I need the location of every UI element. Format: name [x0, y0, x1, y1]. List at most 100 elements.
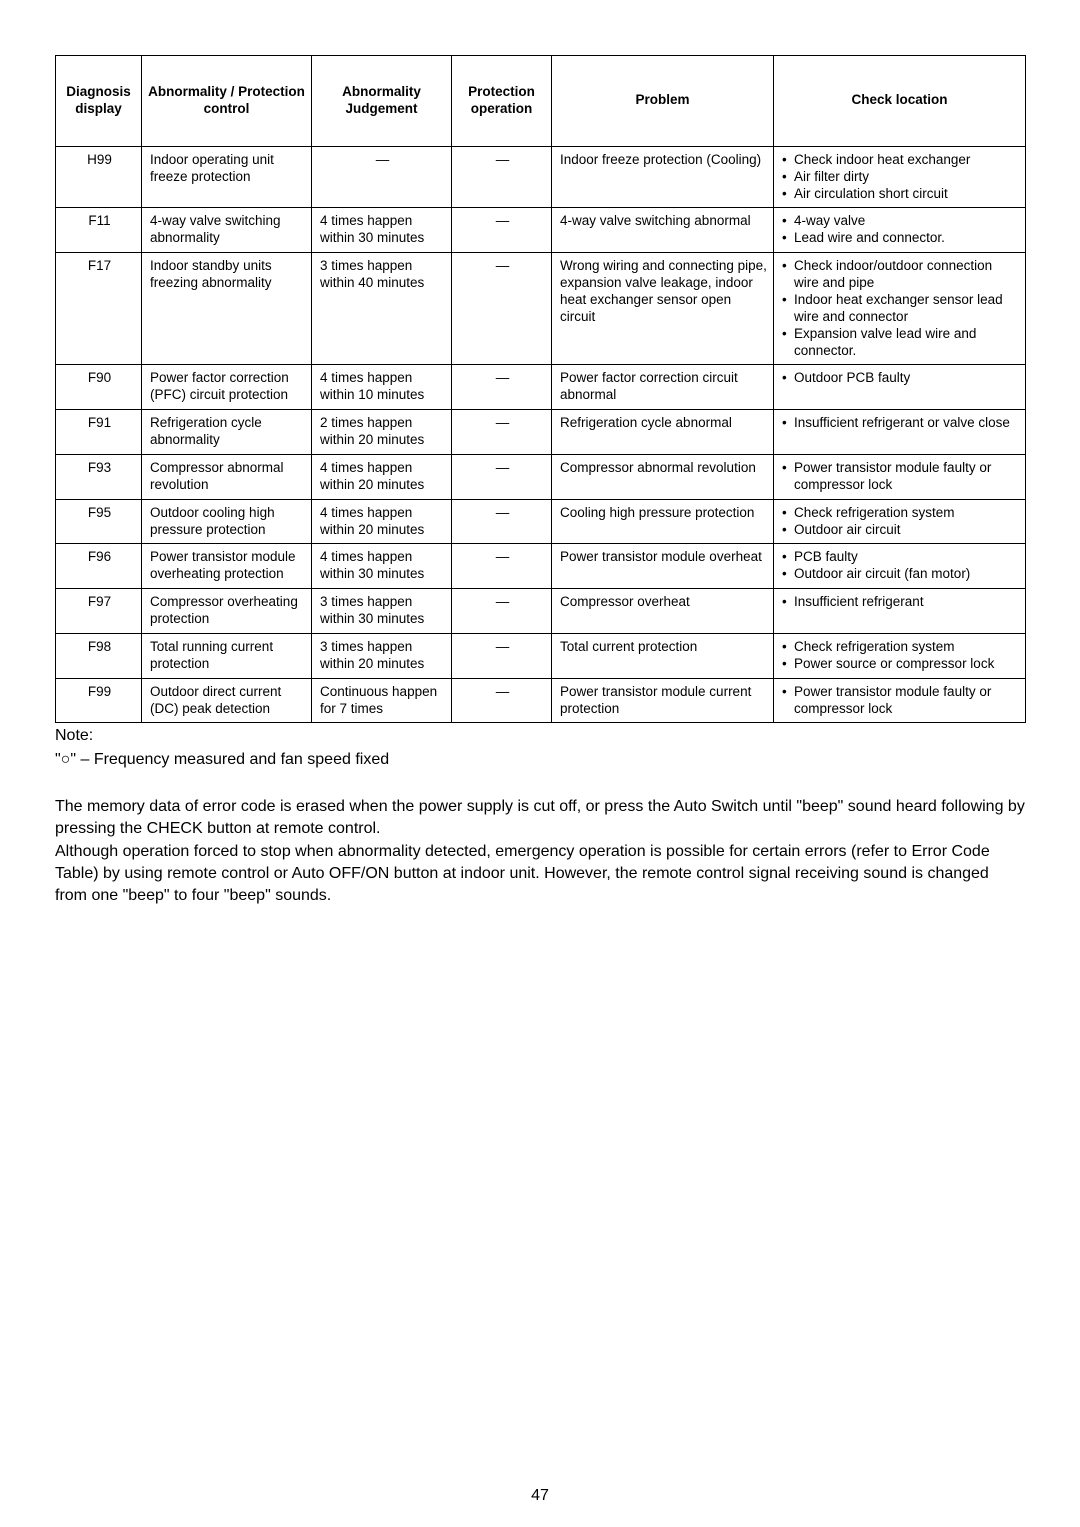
cell-diagnosis: F99 [56, 678, 142, 723]
cell-diagnosis: F91 [56, 410, 142, 455]
cell-check-location: Power transistor module faulty or compre… [774, 678, 1026, 723]
check-item: PCB faulty [794, 549, 1019, 566]
notes-line: The memory data of error code is erased … [55, 796, 1025, 839]
notes-line: Although operation forced to stop when a… [55, 841, 1025, 906]
check-item: Air filter dirty [794, 169, 1019, 186]
cell-diagnosis: F98 [56, 633, 142, 678]
cell-problem: Compressor abnormal revolution [552, 454, 774, 499]
cell-problem: Compressor overheat [552, 589, 774, 634]
notes-section: Note:"○" – Frequency measured and fan sp… [55, 725, 1025, 906]
check-item: Check indoor heat exchanger [794, 152, 1019, 169]
cell-check-location: Check indoor/outdoor connection wire and… [774, 253, 1026, 365]
cell-check-location: 4-way valveLead wire and connector. [774, 208, 1026, 253]
cell-protection: — [452, 365, 552, 410]
col-header-protection: Protection operation [452, 56, 552, 147]
check-item: Expansion valve lead wire and connector. [794, 326, 1019, 360]
cell-protection: — [452, 633, 552, 678]
cell-diagnosis: F11 [56, 208, 142, 253]
cell-problem: Refrigeration cycle abnormal [552, 410, 774, 455]
table-row: H99Indoor operating unit freeze protecti… [56, 146, 1026, 208]
table-row: F98Total running current protection3 tim… [56, 633, 1026, 678]
cell-check-location: Insufficient refrigerant or valve close [774, 410, 1026, 455]
cell-abnormality: Power factor correction (PFC) circuit pr… [142, 365, 312, 410]
table-row: F97Compressor overheating protection3 ti… [56, 589, 1026, 634]
cell-judgement: 3 times happen within 30 minutes [312, 589, 452, 634]
col-header-problem: Problem [552, 56, 774, 147]
cell-judgement: 4 times happen within 20 minutes [312, 454, 452, 499]
cell-judgement: 3 times happen within 40 minutes [312, 253, 452, 365]
cell-protection: — [452, 499, 552, 544]
cell-diagnosis: H99 [56, 146, 142, 208]
cell-abnormality: Indoor operating unit freeze protection [142, 146, 312, 208]
check-item: Air circulation short circuit [794, 186, 1019, 203]
document-page: Diagnosis display Abnormality / Protecti… [0, 0, 1080, 1527]
col-header-abnormality: Abnormality / Protection control [142, 56, 312, 147]
cell-problem: Power transistor module overheat [552, 544, 774, 589]
table-row: F91Refrigeration cycle abnormality2 time… [56, 410, 1026, 455]
cell-abnormality: Compressor abnormal revolution [142, 454, 312, 499]
cell-protection: — [452, 544, 552, 589]
page-number: 47 [0, 1487, 1080, 1505]
table-row: F99Outdoor direct current (DC) peak dete… [56, 678, 1026, 723]
cell-judgement: 4 times happen within 30 minutes [312, 544, 452, 589]
check-item: Outdoor air circuit (fan motor) [794, 566, 1019, 583]
cell-diagnosis: F95 [56, 499, 142, 544]
table-header: Diagnosis display Abnormality / Protecti… [56, 56, 1026, 147]
table-row: F95Outdoor cooling high pressure protect… [56, 499, 1026, 544]
cell-protection: — [452, 678, 552, 723]
cell-abnormality: Power transistor module overheating prot… [142, 544, 312, 589]
table-row: F90Power factor correction (PFC) circuit… [56, 365, 1026, 410]
cell-problem: Wrong wiring and connecting pipe, expans… [552, 253, 774, 365]
cell-problem: Cooling high pressure protection [552, 499, 774, 544]
cell-protection: — [452, 454, 552, 499]
cell-protection: — [452, 208, 552, 253]
check-item: Check refrigeration system [794, 639, 1019, 656]
table-row: F114-way valve switching abnormality4 ti… [56, 208, 1026, 253]
cell-judgement: 2 times happen within 20 minutes [312, 410, 452, 455]
cell-diagnosis: F93 [56, 454, 142, 499]
cell-judgement: 4 times happen within 20 minutes [312, 499, 452, 544]
table-row: F96Power transistor module overheating p… [56, 544, 1026, 589]
col-header-diagnosis: Diagnosis display [56, 56, 142, 147]
cell-check-location: Check refrigeration systemOutdoor air ci… [774, 499, 1026, 544]
check-item: Power transistor module faulty or compre… [794, 684, 1019, 718]
check-item: Outdoor PCB faulty [794, 370, 1019, 387]
table-row: F17Indoor standby units freezing abnorma… [56, 253, 1026, 365]
check-item: Insufficient refrigerant [794, 594, 1019, 611]
diagnosis-table: Diagnosis display Abnormality / Protecti… [55, 55, 1026, 723]
cell-diagnosis: F96 [56, 544, 142, 589]
cell-check-location: Outdoor PCB faulty [774, 365, 1026, 410]
cell-abnormality: 4-way valve switching abnormality [142, 208, 312, 253]
check-item: Check refrigeration system [794, 505, 1019, 522]
col-header-judgement: Abnormality Judgement [312, 56, 452, 147]
cell-diagnosis: F90 [56, 365, 142, 410]
cell-check-location: Check indoor heat exchangerAir filter di… [774, 146, 1026, 208]
cell-protection: — [452, 146, 552, 208]
cell-check-location: PCB faultyOutdoor air circuit (fan motor… [774, 544, 1026, 589]
cell-check-location: Check refrigeration systemPower source o… [774, 633, 1026, 678]
cell-judgement: Continuous happen for 7 times [312, 678, 452, 723]
table-body: H99Indoor operating unit freeze protecti… [56, 146, 1026, 723]
notes-line: Note: [55, 725, 1025, 747]
col-header-check: Check location [774, 56, 1026, 147]
check-item: Indoor heat exchanger sensor lead wire a… [794, 292, 1019, 326]
cell-check-location: Power transistor module faulty or compre… [774, 454, 1026, 499]
check-item: Insufficient refrigerant or valve close [794, 415, 1019, 432]
cell-abnormality: Outdoor direct current (DC) peak detecti… [142, 678, 312, 723]
check-item: 4-way valve [794, 213, 1019, 230]
notes-line: "○" – Frequency measured and fan speed f… [55, 749, 1025, 771]
cell-check-location: Insufficient refrigerant [774, 589, 1026, 634]
cell-problem: 4-way valve switching abnormal [552, 208, 774, 253]
cell-problem: Total current protection [552, 633, 774, 678]
cell-problem: Indoor freeze protection (Cooling) [552, 146, 774, 208]
check-item: Lead wire and connector. [794, 230, 1019, 247]
cell-abnormality: Outdoor cooling high pressure protection [142, 499, 312, 544]
cell-judgement: — [312, 146, 452, 208]
check-item: Check indoor/outdoor connection wire and… [794, 258, 1019, 292]
cell-abnormality: Refrigeration cycle abnormality [142, 410, 312, 455]
check-item: Outdoor air circuit [794, 522, 1019, 539]
cell-abnormality: Compressor overheating protection [142, 589, 312, 634]
cell-diagnosis: F97 [56, 589, 142, 634]
cell-problem: Power factor correction circuit abnormal [552, 365, 774, 410]
cell-abnormality: Indoor standby units freezing abnormalit… [142, 253, 312, 365]
